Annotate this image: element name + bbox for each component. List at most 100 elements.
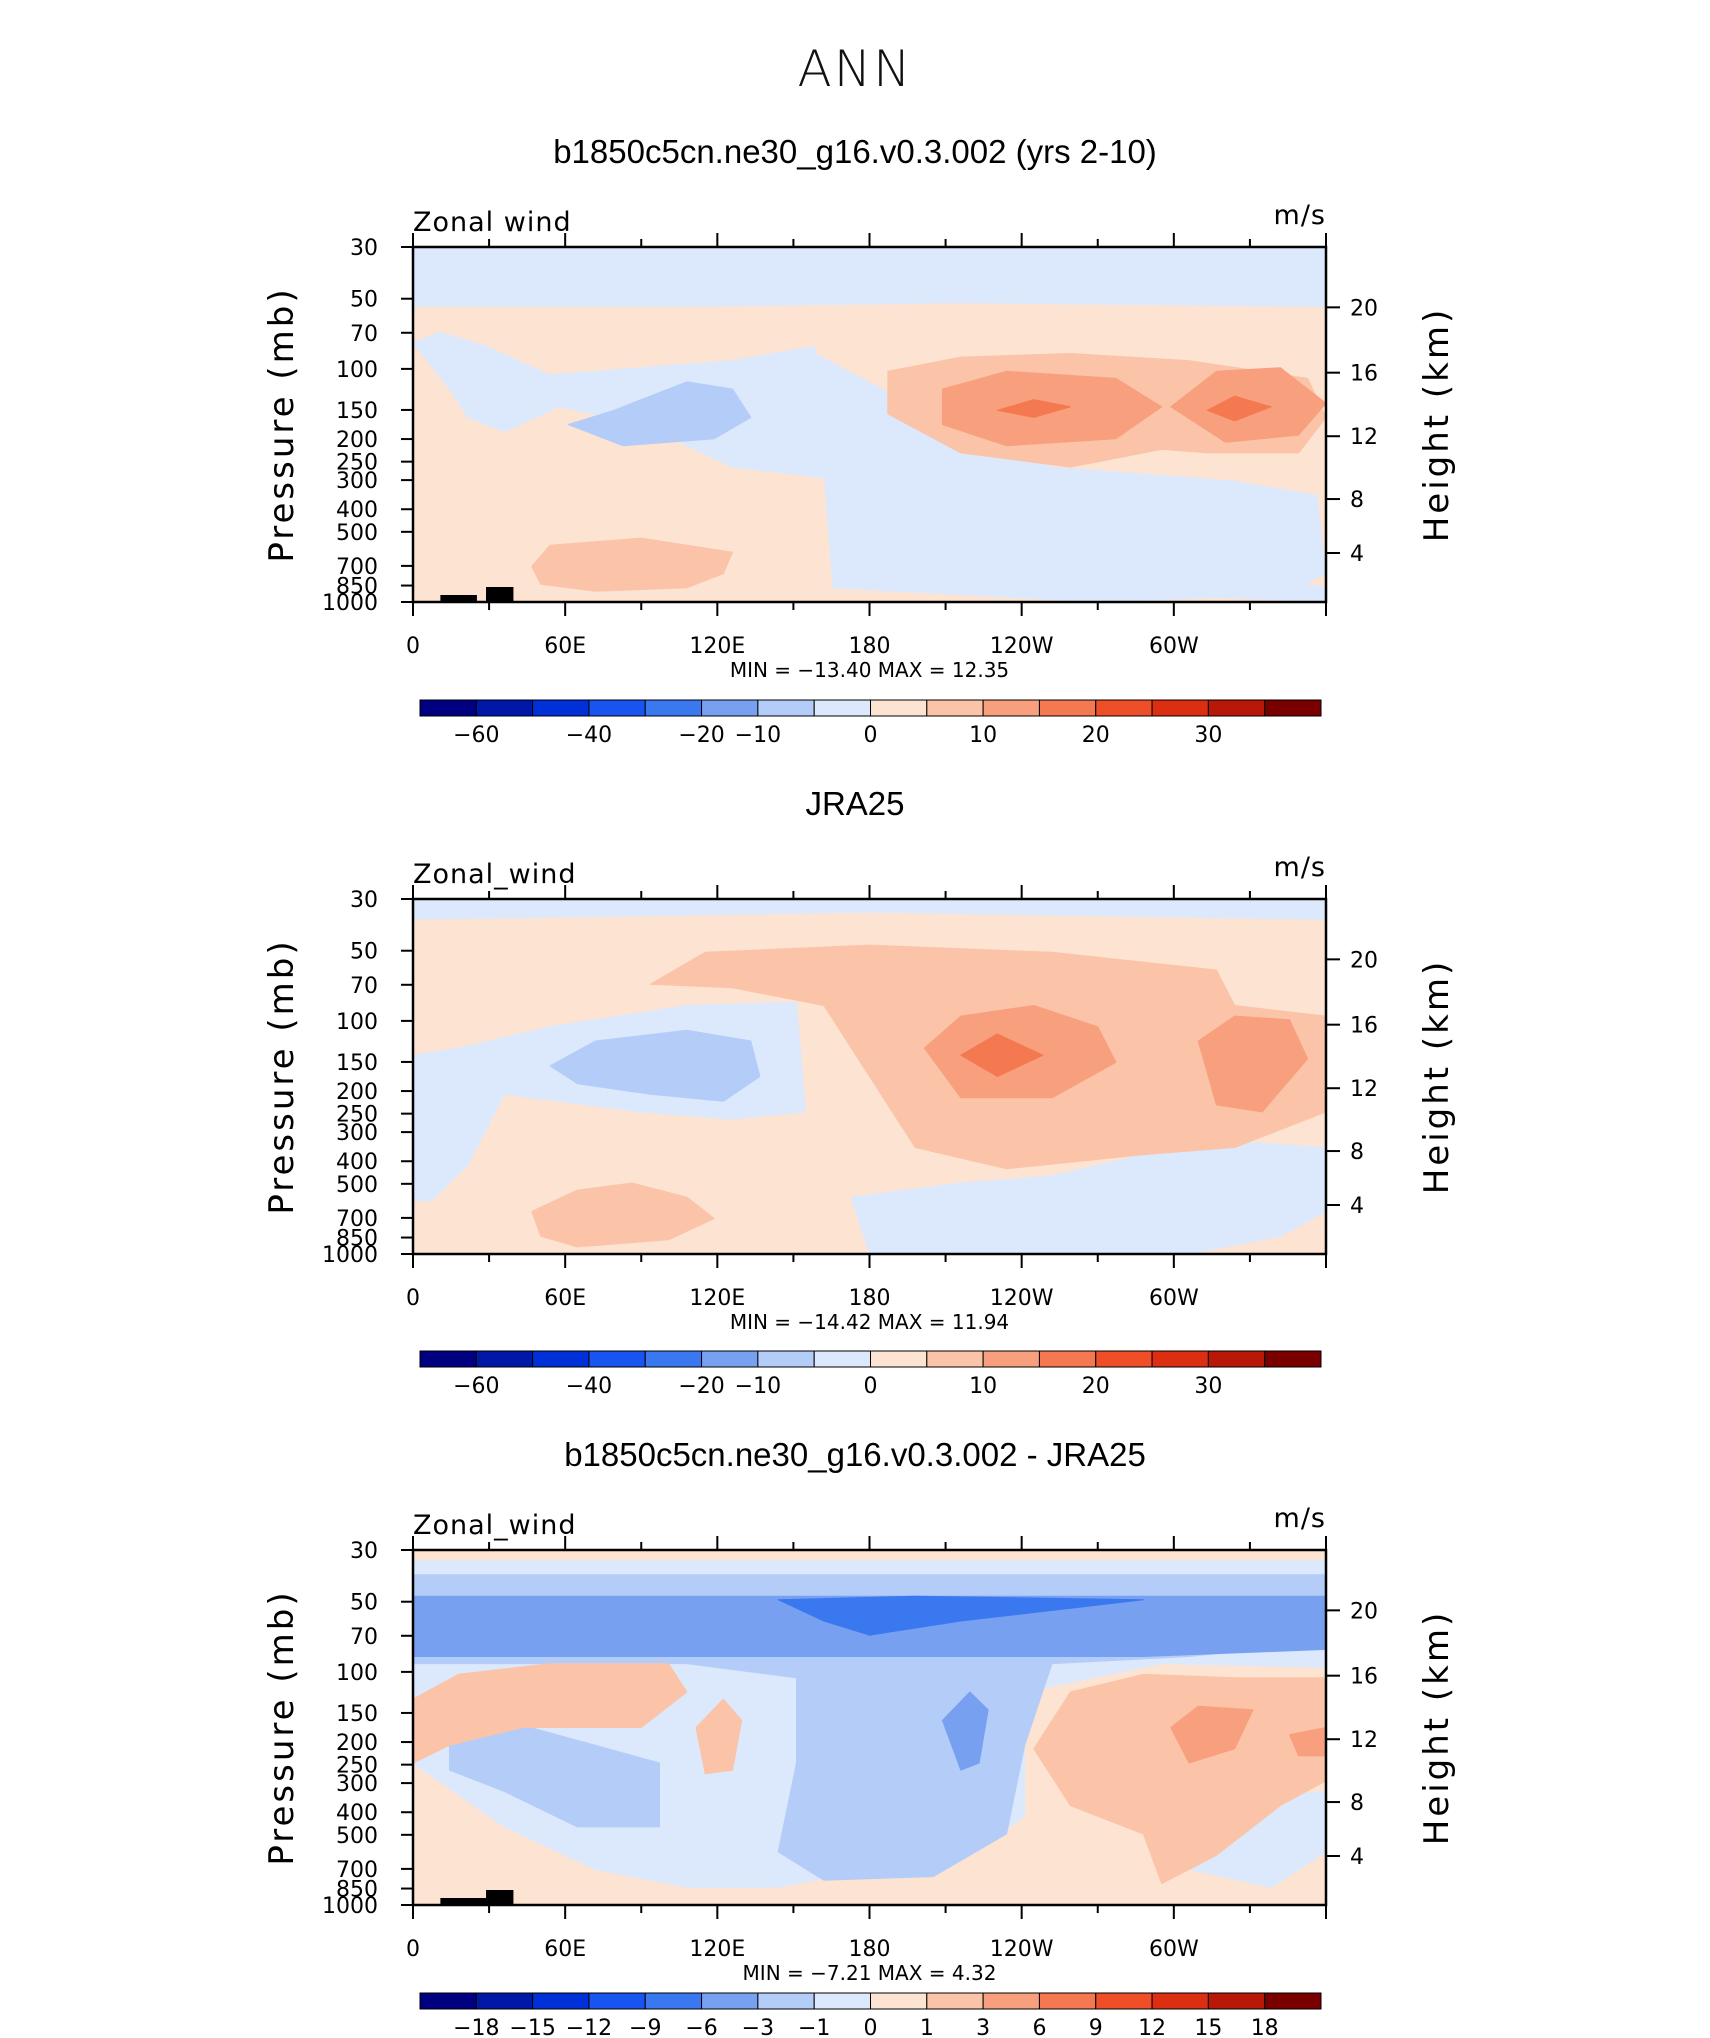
colorbar-cell (1207, 1350, 1266, 1368)
x-tick-label: 120W (990, 1286, 1054, 1311)
colorbar-cell (701, 1992, 759, 2010)
y-right-tick-label: 12 (1350, 1077, 1378, 1102)
y-right-tick-label: 16 (1350, 1665, 1378, 1690)
y-tick-label: 250 (336, 451, 378, 476)
y-tick-label: 850 (336, 1227, 378, 1252)
y-right-tick-label: 4 (1350, 1194, 1364, 1219)
colorbar-cell (870, 699, 928, 717)
contour-region--2-0b (850, 1139, 1326, 1254)
colorbar-cell (926, 1350, 984, 1368)
colorbar-label: 30 (1194, 1374, 1222, 1399)
colorbar-label: 10 (969, 1374, 997, 1399)
colorbar-cell (1038, 1992, 1097, 2010)
y-tick-label: 200 (336, 1080, 378, 1105)
colorbar-cell (1095, 1992, 1153, 2010)
y-tick-label: 100 (336, 1661, 378, 1686)
y-tick-label: 150 (336, 399, 378, 424)
y-axis-label: Pressure (mb) (262, 938, 302, 1214)
y-axis-right-label: Height (km) (1417, 307, 1457, 543)
colorbar-label: −40 (566, 1374, 612, 1399)
y-tick-label: 250 (336, 1103, 378, 1128)
y-right-tick-label: 8 (1350, 1791, 1364, 1816)
colorbar-cell (588, 1350, 646, 1368)
colorbar-cell (926, 1992, 984, 2010)
contour-region-10-15 (960, 1033, 1044, 1077)
colorbar-cell (982, 1992, 1040, 2010)
y-right-tick-label: 20 (1350, 948, 1378, 973)
units-label: m/s (1274, 852, 1326, 883)
colorbar-cell (644, 699, 703, 717)
x-tick-label: 60E (544, 1286, 586, 1311)
colorbar-cell (588, 1992, 646, 2010)
contour-region--3--1b (449, 1719, 660, 1828)
x-tick-label: 180 (849, 634, 891, 659)
x-tick-label: 120E (689, 1286, 745, 1311)
x-tick-label: 0 (406, 1937, 420, 1962)
y-tick-label: 70 (350, 1625, 378, 1650)
min-max-stats: MIN = −7.21 MAX = 4.32 (743, 1961, 997, 1985)
colorbar-cell (419, 699, 477, 717)
colorbar-cell (644, 1350, 703, 1368)
colorbar-cell (1264, 1350, 1322, 1368)
contour-region-1-3 (413, 1663, 688, 1764)
colorbar-cell (1038, 1350, 1097, 1368)
x-tick-label: 60W (1149, 1286, 1199, 1311)
colorbar-cell (1207, 699, 1266, 717)
y-axis-right-label: Height (km) (1417, 959, 1457, 1195)
terrain-block (440, 595, 477, 602)
min-max-stats: MIN = −13.40 MAX = 12.35 (730, 658, 1009, 682)
y-tick-label: 50 (350, 1591, 378, 1616)
y-tick-label: 300 (336, 1772, 378, 1797)
y-right-tick-label: 12 (1350, 1728, 1378, 1753)
colorbar-cell (757, 699, 815, 717)
colorbar-label: −9 (629, 2016, 661, 2038)
terrain-block (486, 587, 514, 602)
y-tick-label: 400 (336, 498, 378, 523)
colorbar-cell (1151, 699, 1209, 717)
y-tick-label: 500 (336, 521, 378, 546)
x-tick-label: 120W (990, 1937, 1054, 1962)
x-tick-label: 60E (544, 634, 586, 659)
y-right-tick-label: 20 (1350, 1599, 1378, 1624)
y-tick-label: 1000 (322, 1894, 378, 1919)
y-right-tick-label: 16 (1350, 362, 1378, 387)
colorbar-label: −60 (453, 723, 499, 748)
colorbar-cell (644, 1992, 703, 2010)
contour-region--5--2 (567, 381, 752, 447)
y-tick-label: 30 (350, 888, 378, 913)
contour-region-10-15b (1206, 395, 1272, 422)
x-tick-label: 180 (849, 1937, 891, 1962)
colorbar-label: −40 (566, 723, 612, 748)
terrain-block (486, 1890, 514, 1905)
colorbar-label: −6 (685, 2016, 717, 2038)
colorbar-cell (1038, 699, 1097, 717)
colorbar-label: −10 (735, 723, 781, 748)
colorbar-cell (757, 1350, 815, 1368)
terrain-block (440, 1898, 487, 1905)
y-right-tick-label: 20 (1350, 296, 1378, 321)
colorbar-label: 12 (1138, 2016, 1166, 2038)
x-tick-label: 180 (849, 1286, 891, 1311)
colorbar-cell (982, 1350, 1040, 1368)
colorbar-cell (532, 1992, 590, 2010)
y-tick-label: 30 (350, 236, 378, 261)
y-right-tick-label: 12 (1350, 425, 1378, 450)
colorbar-cell (475, 1350, 534, 1368)
contour-region-2-5c (531, 1182, 715, 1248)
colorbar-cell (419, 1350, 477, 1368)
variable-label: Zonal wind (413, 207, 572, 238)
contour-region-2-5c (531, 537, 733, 592)
colorbar-label: 10 (969, 723, 997, 748)
y-tick-label: 50 (350, 288, 378, 313)
y-tick-label: 70 (350, 322, 378, 347)
colorbar-cell (870, 1350, 928, 1368)
y-right-tick-label: 4 (1350, 542, 1364, 567)
colorbar-cell (813, 1350, 871, 1368)
colorbar-label: 0 (864, 1374, 878, 1399)
colorbar-cell (419, 1992, 477, 2010)
colorbar-label: −20 (678, 723, 724, 748)
colorbar-cell (1207, 1992, 1266, 2010)
colorbar-label: 3 (976, 2016, 990, 2038)
